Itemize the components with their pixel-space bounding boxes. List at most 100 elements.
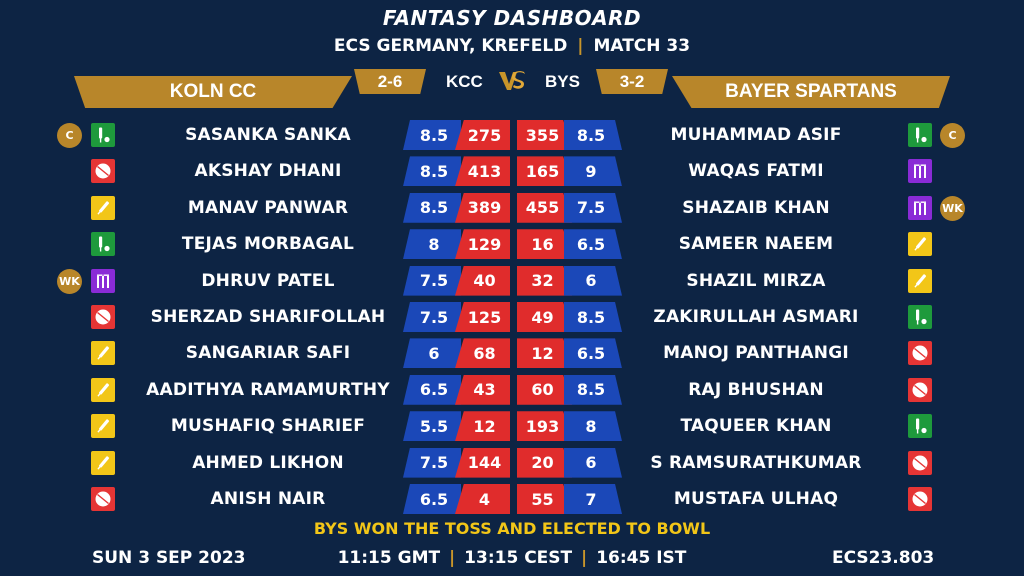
match-date: SUN 3 SEP 2023: [92, 548, 246, 568]
left-player-name: ANISH NAIR: [210, 489, 326, 509]
wicketkeeper-icon: [908, 195, 932, 220]
toss-result: BYS WON THE TOSS AND ELECTED TO BOWL: [313, 519, 711, 538]
left-player-name: SHERZAD SHARIFOLLAH: [150, 307, 386, 327]
right-player-credit: 8.5: [564, 374, 622, 405]
ball-icon: [908, 377, 932, 402]
left-player-points: 129: [455, 229, 510, 260]
left-team-score: 2-6: [354, 69, 426, 94]
right-player-name: MUHAMMAD ASIF: [670, 125, 842, 145]
right-player-credit: 8.5: [564, 120, 622, 150]
right-player-credit: 7: [564, 484, 622, 514]
match-subtitle: ECS GERMANY, KREFELD | MATCH 33: [0, 36, 1024, 56]
left-player-points: 144: [455, 447, 510, 478]
left-team-abbr: KCC: [446, 71, 483, 91]
left-player-name: SASANKA SANKA: [185, 125, 351, 145]
dashboard-title: FANTASY DASHBOARD: [382, 6, 642, 30]
bat-icon: [91, 195, 115, 220]
right-player-credit: 6: [564, 265, 622, 296]
ball-icon: [908, 341, 932, 366]
left-player-credit: 8.5: [403, 192, 461, 223]
left-player-credit: 7.5: [403, 447, 461, 478]
bat-icon: [91, 414, 115, 439]
left-player-name: MUSHAFIQ SHARIEF: [170, 416, 366, 437]
right-player-points: 193: [517, 411, 572, 442]
wicketkeeper-icon: [91, 268, 115, 293]
table-row: AKSHAY DHANI 8.5 413 165 9 WAQAS FATMI: [0, 156, 1024, 187]
left-player-credit: 6: [403, 338, 461, 369]
left-player-points: 125: [455, 302, 510, 332]
left-player-name: SANGARIAR SAFI: [185, 343, 351, 364]
allrounder-icon: [908, 414, 932, 439]
right-player-credit: 6.5: [564, 229, 622, 260]
left-player-name: AKSHAY DHANI: [194, 161, 342, 182]
table-row: MANAV PANWAR 8.5 389 455 7.5 SHAZAIB KHAN WK: [0, 192, 1024, 223]
right-player-name: MUSTAFA ULHAQ: [673, 489, 839, 509]
left-team-name: KOLN CC: [74, 76, 352, 108]
time-ist: 16:45 IST: [596, 548, 687, 568]
table-row: C SASANKA SANKA 8.5 275 355 8.5 MUHAMMAD ASIF C: [0, 120, 1024, 150]
right-player-points: 455: [517, 192, 572, 223]
right-player-points: 12: [517, 338, 572, 369]
right-player-points: 49: [517, 302, 572, 332]
left-player-points: 43: [455, 374, 510, 405]
right-player-name: S RAMSURATHKUMAR: [650, 452, 862, 473]
table-row: WK DHRUV PATEL 7.5 40 32 6 SHAZIL MIRZA: [0, 265, 1024, 296]
player-badge: C: [940, 123, 965, 148]
table-row: MUSHAFIQ SHARIEF 5.5 12 193 8 TAQUEER KHAN: [0, 411, 1024, 442]
left-player-points: 12: [455, 411, 510, 442]
right-team-name: BAYER SPARTANS: [672, 76, 950, 108]
player-badge: WK: [57, 268, 82, 294]
allrounder-icon: [91, 232, 115, 257]
left-player-credit: 7.5: [403, 302, 461, 332]
right-player-points: 355: [517, 120, 572, 150]
right-player-points: 165: [517, 156, 572, 187]
ball-icon: [91, 305, 115, 329]
table-row: SHERZAD SHARIFOLLAH 7.5 125 49 8.5 ZAKIRULLAH…: [0, 302, 1024, 332]
time-cest: 13:15 CEST: [464, 548, 573, 568]
right-team-abbr: BYS: [545, 71, 580, 91]
left-player-name: AADITHYA RAMAMURTHY: [146, 379, 390, 400]
right-player-points: 16: [517, 229, 572, 260]
table-row: ANISH NAIR 6.5 4 55 7 MUSTAFA ULHAQ: [0, 484, 1024, 514]
time-gmt: 11:15 GMT: [337, 548, 441, 568]
left-player-points: 4: [455, 484, 510, 514]
left-player-credit: 7.5: [403, 265, 461, 296]
right-player-name: MANOJ PANTHANGI: [663, 343, 849, 364]
match-times: 11:15 GMT | 13:15 CEST | 16:45 IST: [0, 548, 1024, 568]
table-row: AADITHYA RAMAMURTHY 6.5 43 60 8.5 RAJ BHUSHAN: [0, 374, 1024, 405]
table-row: TEJAS MORBAGAL 8 129 16 6.5 SAMEER NAEEM: [0, 229, 1024, 260]
player-badge: C: [57, 123, 82, 148]
left-player-name: DHRUV PATEL: [201, 270, 335, 291]
right-player-points: 32: [517, 265, 572, 296]
wicketkeeper-icon: [908, 159, 932, 184]
allrounder-icon: [908, 305, 932, 329]
bat-icon: [91, 377, 115, 402]
right-player-points: 20: [517, 447, 572, 478]
left-player-points: 68: [455, 338, 510, 369]
right-player-points: 60: [517, 374, 572, 405]
left-player-points: 413: [455, 156, 510, 187]
subtitle-separator: |: [577, 36, 584, 56]
ball-icon: [91, 159, 115, 184]
right-player-points: 55: [517, 484, 572, 514]
right-player-name: RAJ BHUSHAN: [688, 379, 824, 400]
right-player-credit: 6.5: [564, 338, 622, 369]
table-row: SANGARIAR SAFI 6 68 12 6.5 MANOJ PANTHANGI: [0, 338, 1024, 369]
left-player-credit: 6.5: [403, 374, 461, 405]
player-badge: WK: [940, 195, 965, 221]
time-separator: |: [449, 548, 456, 568]
left-player-credit: 8: [403, 229, 461, 260]
right-team-score: 3-2: [596, 69, 668, 94]
right-player-name: SAMEER NAEEM: [678, 234, 834, 255]
bat-icon: [908, 268, 932, 293]
left-player-name: MANAV PANWAR: [187, 197, 349, 218]
right-player-credit: 9: [564, 156, 622, 187]
table-row: AHMED LIKHON 7.5 144 20 6 S RAMSURATHKUMAR: [0, 447, 1024, 478]
left-player-credit: 8.5: [403, 120, 461, 150]
right-player-name: ZAKIRULLAH ASMARI: [653, 307, 859, 327]
match-number: MATCH 33: [593, 36, 691, 56]
bat-icon: [91, 450, 115, 475]
allrounder-icon: [91, 123, 115, 147]
match-code: ECS23.803: [832, 548, 935, 568]
ball-icon: [91, 487, 115, 511]
